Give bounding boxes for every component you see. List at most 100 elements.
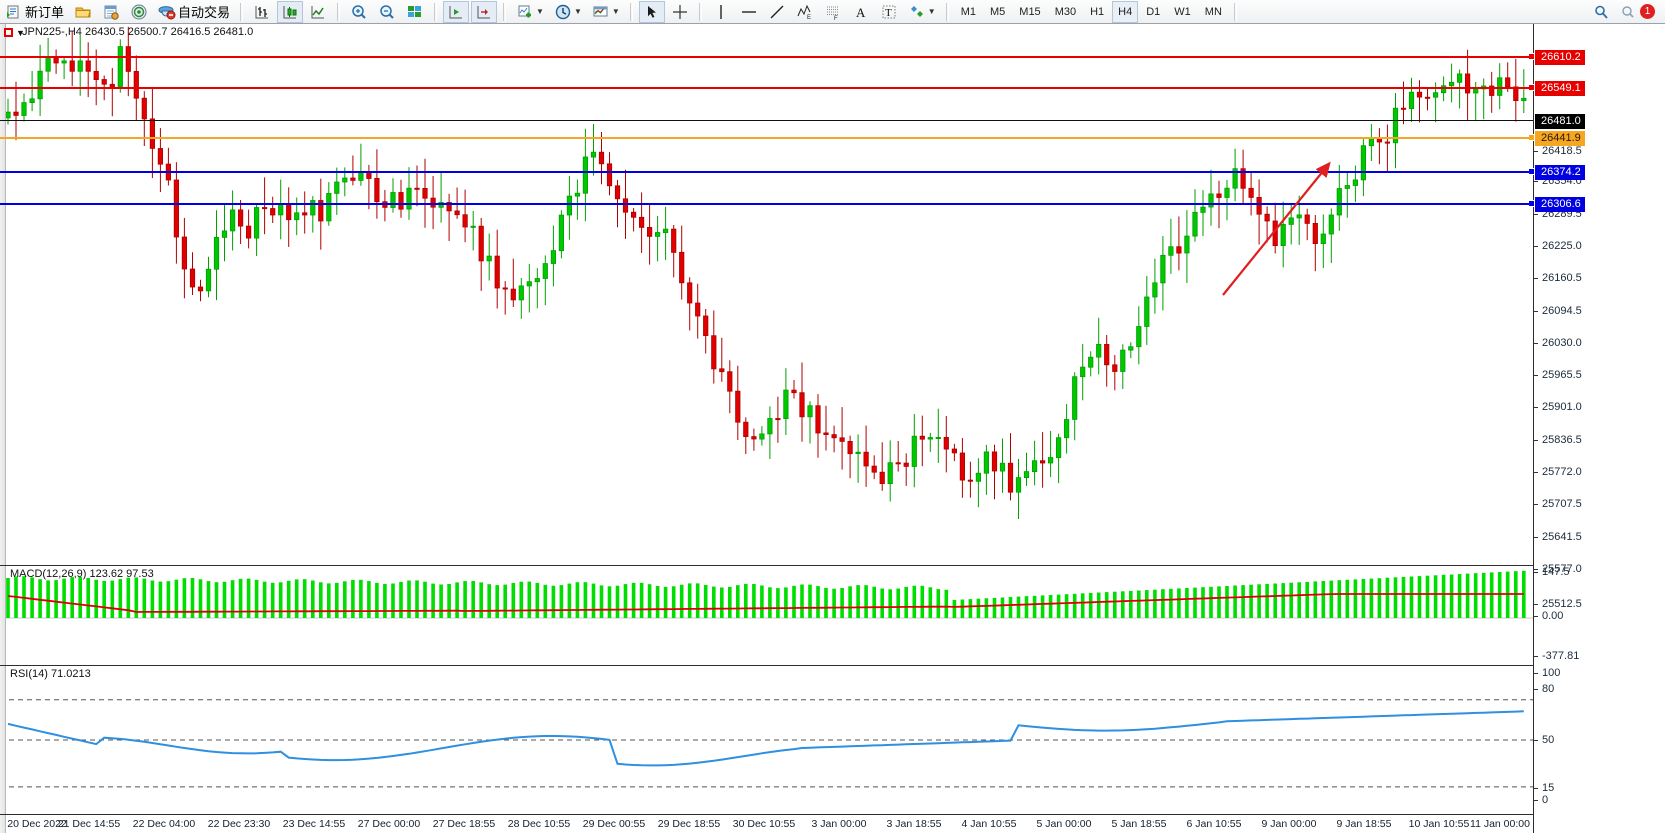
chevron-down-icon[interactable]: ▼ xyxy=(573,7,582,16)
price-level-badge[interactable]: 26374.2 xyxy=(1528,165,1585,180)
templates-button[interactable]: ▼ xyxy=(588,1,624,23)
time-label: 5 Jan 18:55 xyxy=(1111,818,1167,830)
timeframe-h4[interactable]: H4 xyxy=(1112,0,1139,23)
auto-scroll-icon xyxy=(475,3,493,21)
shapes-button[interactable]: ▼ xyxy=(904,1,940,23)
price-tick: 25577.0 xyxy=(1534,563,1582,575)
add-indicator-button[interactable]: ▼ xyxy=(512,1,548,23)
pane-gutter xyxy=(0,566,6,666)
time-label: 4 Jan 10:55 xyxy=(961,818,1017,830)
folder-button[interactable] xyxy=(70,1,96,23)
notification-bubble-icon xyxy=(1620,3,1638,21)
data-window-button[interactable] xyxy=(98,1,124,23)
crosshair-button[interactable] xyxy=(667,1,693,23)
timeframe-m15[interactable]: M15 xyxy=(1019,5,1041,18)
macd-tick: -377.81 xyxy=(1534,650,1579,662)
macd-tick: 147.5 xyxy=(1534,566,1570,578)
candlestick-chart-button[interactable] xyxy=(277,0,304,23)
chart-workspace: ▼ ▼ JPN225-,H4 26430.5 26500.7 26416.5 2… xyxy=(0,24,1665,833)
line-chart-button[interactable] xyxy=(305,1,331,23)
rsi-pane[interactable]: RSI(14) 71.0213 xyxy=(0,666,1533,814)
chart-symbol-title: JPN225-,H4 26430.5 26500.7 26416.5 26481… xyxy=(22,26,254,38)
toolbar-separator xyxy=(1233,2,1237,21)
price-level-badge[interactable]: 26549.1 xyxy=(1528,81,1585,96)
price-level-badge[interactable]: 26306.6 xyxy=(1528,197,1585,212)
time-label: 23 Dec 14:55 xyxy=(282,818,346,830)
time-label: 21 Dec 14:55 xyxy=(57,818,121,830)
zoom-out-button[interactable] xyxy=(374,1,400,23)
elliott-wave-button[interactable]: E xyxy=(792,1,818,23)
zoom-in-icon xyxy=(350,3,368,21)
time-label: 27 Dec 00:00 xyxy=(357,818,421,830)
timeframe-m1[interactable]: M1 xyxy=(960,5,976,18)
price-tick: 26418.5 xyxy=(1534,145,1582,157)
zoom-in-button[interactable] xyxy=(346,1,372,23)
price-line-26441[interactable] xyxy=(0,137,1533,139)
fibonacci-button[interactable]: F xyxy=(820,1,846,23)
chart-object-marker[interactable] xyxy=(4,28,13,37)
price-level-badge[interactable]: 26481.0 xyxy=(1535,114,1585,129)
toolbar-separator xyxy=(945,2,949,21)
trendline-button[interactable] xyxy=(764,1,790,23)
toolbar-separator xyxy=(434,2,438,21)
auto-scroll-button[interactable] xyxy=(471,0,498,23)
timeframe-h1[interactable]: H1 xyxy=(1090,5,1105,18)
auto-trading-button[interactable]: 自动交易 xyxy=(154,1,234,23)
price-tick: 25641.5 xyxy=(1534,531,1582,543)
macd-series xyxy=(0,570,1533,619)
pane-gutter xyxy=(0,666,6,814)
notifications-button[interactable]: 1 xyxy=(1616,1,1659,23)
price-level-badge[interactable]: 26610.2 xyxy=(1528,50,1585,65)
price-tick: 26160.5 xyxy=(1534,272,1582,284)
chevron-down-icon[interactable]: ▼ xyxy=(536,7,544,16)
time-axis[interactable]: 20 Dec 2022 21 Dec 14:55 22 Dec 04:00 22 De… xyxy=(0,814,1533,833)
price-tick: 25512.5 xyxy=(1534,598,1582,610)
timeframe-w1[interactable]: W1 xyxy=(1174,5,1191,18)
period-clock-button[interactable]: ▼ xyxy=(550,1,586,23)
timeframe-mn[interactable]: MN xyxy=(1204,5,1222,18)
text-button[interactable]: A xyxy=(848,1,874,23)
vertical-line-button[interactable] xyxy=(708,1,734,23)
time-label: 10 Jan 10:55 xyxy=(1408,818,1470,830)
price-axis[interactable]: 26418.5 26354.0 26289.5 26225.0 26160.5 26094… xyxy=(1528,24,1665,833)
pane-divider xyxy=(0,665,1533,666)
time-label: 29 Dec 18:55 xyxy=(657,818,721,830)
new-order-icon xyxy=(5,3,23,21)
chevron-down-icon[interactable]: ▼ xyxy=(611,7,620,16)
horizontal-line-button[interactable] xyxy=(736,1,762,23)
navigator-button[interactable] xyxy=(126,1,152,23)
macd-pane[interactable]: MACD(12,26,9) 123.62 97.53 xyxy=(0,566,1533,666)
text-label-button[interactable]: T xyxy=(876,1,902,23)
price-line-26549[interactable] xyxy=(0,87,1533,89)
chevron-down-icon[interactable]: ▼ xyxy=(927,7,936,16)
new-order-label: 新订单 xyxy=(25,5,65,20)
rsi-tick: 80 xyxy=(1534,683,1554,695)
macd-title: MACD(12,26,9) 123.62 97.53 xyxy=(10,568,154,580)
price-pane[interactable]: JPN225-,H4 26430.5 26500.7 26416.5 26481… xyxy=(0,24,1533,566)
rsi-tick: 100 xyxy=(1534,667,1560,679)
price-tick: 26030.0 xyxy=(1534,337,1582,349)
time-label: 3 Jan 00:00 xyxy=(811,818,867,830)
chart-shift-button[interactable] xyxy=(443,0,470,23)
price-line-26374[interactable] xyxy=(0,171,1533,173)
timeframe-d1[interactable]: D1 xyxy=(1146,5,1161,18)
chart-shift-icon xyxy=(447,3,465,21)
rsi-series xyxy=(0,699,1533,788)
chart-dropdown-caret-icon[interactable]: ▼ xyxy=(16,28,25,38)
svg-text:T: T xyxy=(885,7,892,19)
candlestick-chart-icon xyxy=(281,3,299,21)
crosshair-icon xyxy=(671,3,689,21)
bar-chart-button[interactable] xyxy=(249,1,275,23)
time-label: 9 Jan 00:00 xyxy=(1261,818,1317,830)
search-button[interactable] xyxy=(1588,1,1614,23)
tile-windows-button[interactable] xyxy=(402,1,428,23)
price-level-badge[interactable]: 26441.9 xyxy=(1528,131,1585,146)
cursor-button[interactable] xyxy=(638,0,665,23)
new-order-button[interactable]: 新订单 xyxy=(1,1,68,23)
timeframe-m30[interactable]: M30 xyxy=(1054,5,1077,18)
text-icon: A xyxy=(852,3,870,21)
price-line-26306[interactable] xyxy=(0,203,1533,205)
timeframe-m5[interactable]: M5 xyxy=(990,5,1006,18)
time-label: 3 Jan 18:55 xyxy=(886,818,942,830)
price-line-26610[interactable] xyxy=(0,56,1533,58)
